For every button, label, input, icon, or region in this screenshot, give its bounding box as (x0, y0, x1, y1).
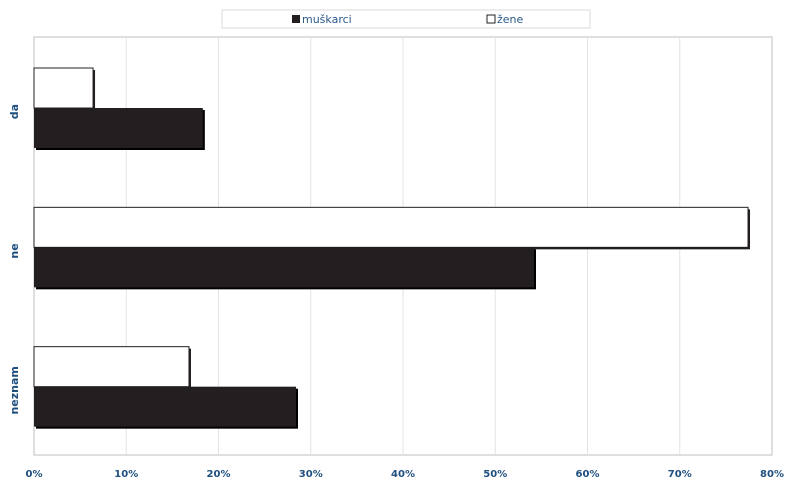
bar-zene (33, 67, 94, 109)
x-axis-ticks: 0% 10% 20% 30% 40% 50% 60% 70% 80% (26, 469, 784, 480)
x-tick-label: 0% (26, 469, 43, 480)
bar-muskarci (34, 247, 534, 288)
y-axis-categories: da ne neznam (8, 104, 21, 415)
x-tick-label: 70% (668, 469, 692, 480)
x-tick-label: 80% (760, 469, 784, 480)
x-tick-label: 10% (114, 469, 138, 480)
bar-muskarci (34, 386, 296, 427)
x-tick-label: 50% (483, 469, 507, 480)
category-label: neznam (8, 366, 21, 414)
bars (33, 67, 751, 429)
bar-zene (33, 206, 749, 248)
legend-swatch-muskarci (292, 15, 300, 23)
legend-label-muskarci: muškarci (302, 13, 352, 26)
bar-muskarci (34, 108, 203, 148)
legend-frame (221, 9, 591, 29)
legend: muškarci žene (221, 9, 591, 29)
legend-label-zene: žene (497, 13, 524, 26)
bar-zene (33, 346, 190, 388)
x-tick-label: 60% (576, 469, 600, 480)
legend-swatch-zene (486, 14, 496, 24)
x-tick-label: 40% (391, 469, 415, 480)
x-tick-label: 20% (207, 469, 231, 480)
category-label: da (8, 104, 21, 119)
category-label: ne (8, 243, 21, 258)
x-tick-label: 30% (299, 469, 323, 480)
